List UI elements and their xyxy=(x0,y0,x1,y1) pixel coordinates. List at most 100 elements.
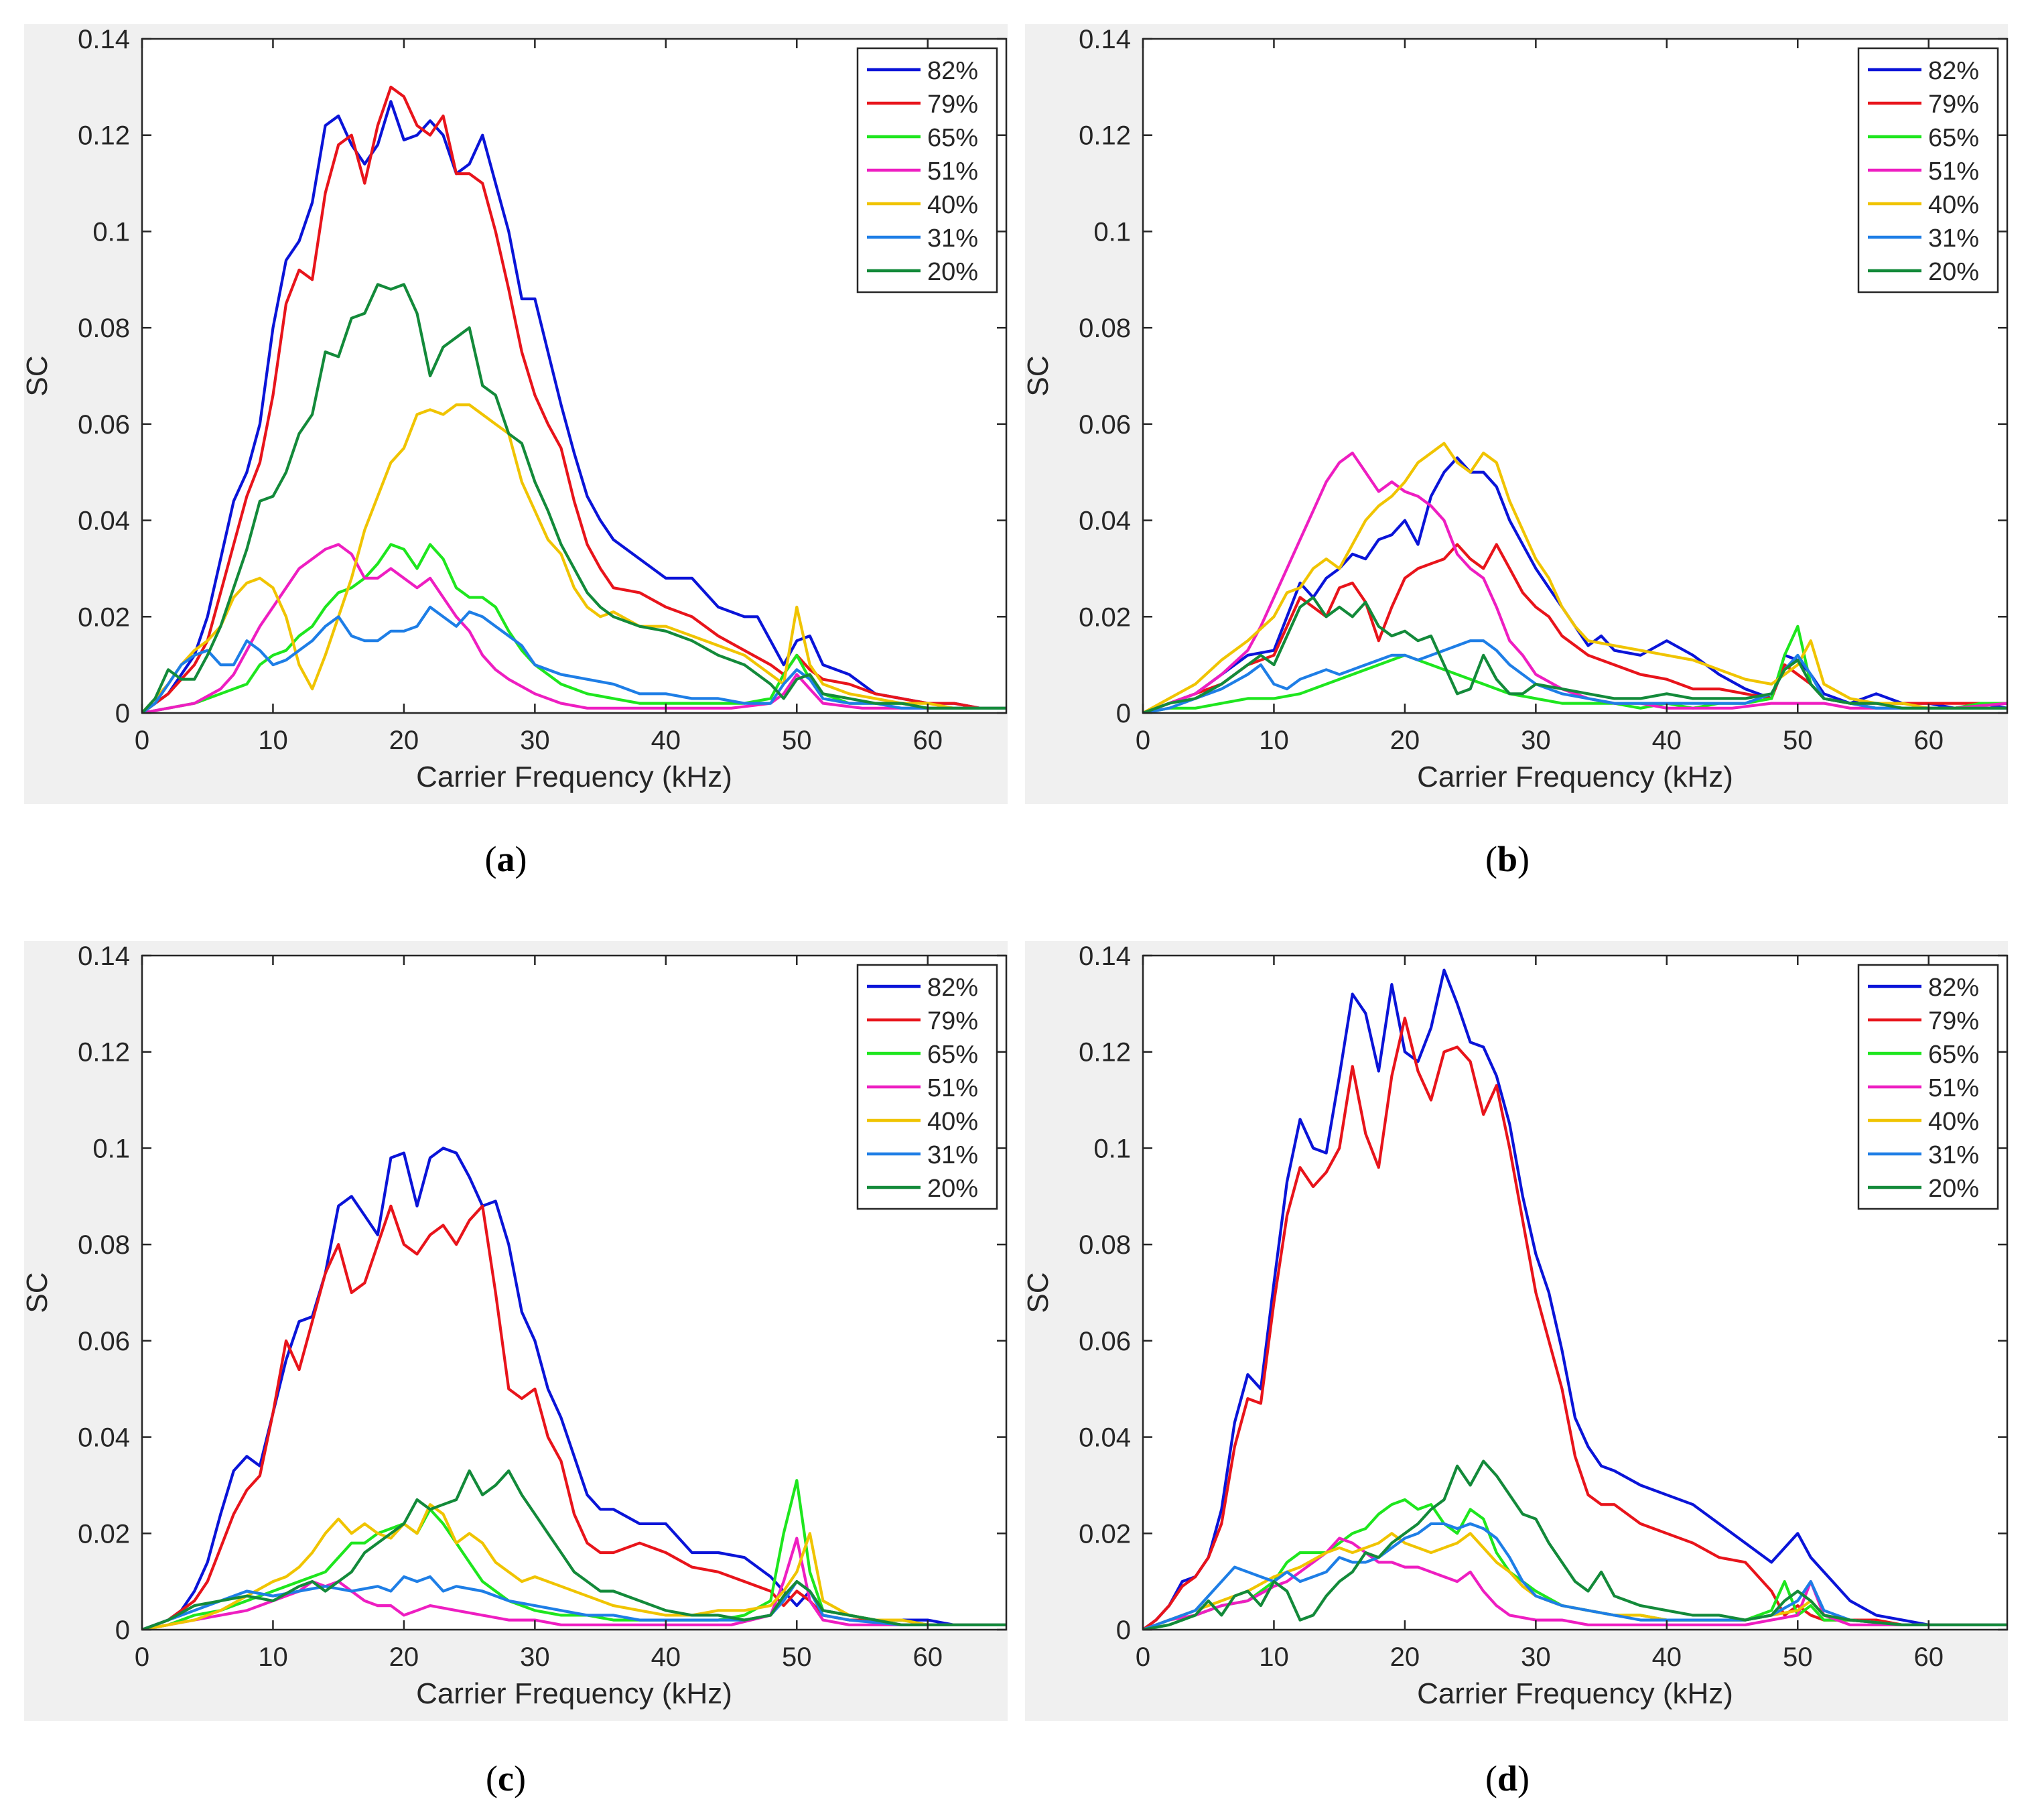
y-axis-label: SC xyxy=(1022,355,1055,396)
series-line-20pct xyxy=(1143,1459,2007,1630)
chart-panel-a: 0 10 20 30 40 50 60 0 0.02 0.04 0.06 0.08 0.1 0.12 0.1… xyxy=(21,24,1008,879)
legend-entry-label: 79% xyxy=(1928,90,1979,119)
legend-entry-label: 40% xyxy=(927,191,978,219)
legend-entry-label: 51% xyxy=(1928,1074,1979,1102)
x-tick-label: 30 xyxy=(520,726,550,755)
legend-entry-label: 40% xyxy=(1928,1108,1979,1136)
axes-box xyxy=(1142,954,2009,1631)
x-tick-label: 0 xyxy=(1136,1642,1150,1672)
y-tick-label: 0.08 xyxy=(1079,1230,1131,1260)
panel-caption: (d) xyxy=(1485,1758,1530,1799)
series-line-79pct xyxy=(142,85,1006,713)
y-tick-label: 0.08 xyxy=(78,1230,130,1260)
x-tick-label: 50 xyxy=(1783,1642,1813,1672)
legend: 82% 79% 65% 51% 40% 31% 20% xyxy=(1857,964,1999,1210)
legend-entry-label: 20% xyxy=(1928,258,1979,286)
panels-root: 0 10 20 30 40 50 60 0 0.02 0.04 0.06 0.08 0.1 0.12 0.1… xyxy=(21,24,2009,1799)
y-tick-label: 0.02 xyxy=(1079,1519,1131,1549)
x-tick-label: 40 xyxy=(651,1642,681,1672)
x-tick-label: 30 xyxy=(1521,726,1551,755)
x-tick-label: 20 xyxy=(1390,726,1420,755)
legend: 82% 79% 65% 51% 40% 31% 20% xyxy=(1857,47,1999,294)
series-group xyxy=(142,1147,1006,1630)
legend: 82% 79% 65% 51% 40% 31% 20% xyxy=(856,47,998,294)
y-tick-label: 0.04 xyxy=(78,1423,130,1453)
y-tick-label: 0.14 xyxy=(1079,25,1131,54)
legend-entry-label: 82% xyxy=(1928,974,1979,1002)
series-line-82pct xyxy=(1143,968,2007,1630)
y-tick-label: 0.04 xyxy=(78,507,130,536)
series-group xyxy=(142,85,1006,713)
axes-box xyxy=(1142,38,2009,714)
series-line-40pct xyxy=(1143,1532,2007,1630)
legend-entry-label: 65% xyxy=(927,1041,978,1069)
y-tick-label: 0.02 xyxy=(78,1519,130,1549)
y-tick-label: 0 xyxy=(115,699,130,728)
y-tick-label: 0.12 xyxy=(1079,121,1131,151)
series-line-40pct xyxy=(142,1503,1006,1630)
x-axis-label: Carrier Frequency (kHz) xyxy=(1417,761,1733,793)
chart-panel-d: 0 10 20 30 40 50 60 0 0.02 0.04 0.06 0.08 0.1 0.12 0.1… xyxy=(1022,941,2009,1799)
y-tick-label: 0.14 xyxy=(78,25,130,54)
legend-entry-label: 31% xyxy=(1928,224,1979,253)
y-tick-label: 0.14 xyxy=(78,941,130,971)
y-tick-label: 0.04 xyxy=(1079,1423,1131,1453)
legend-entry-label: 20% xyxy=(927,258,978,286)
series-line-79pct xyxy=(142,1204,1006,1630)
y-tick-label: 0.06 xyxy=(1079,410,1131,440)
legend-entry-label: 40% xyxy=(1928,191,1979,219)
y-tick-label: 0 xyxy=(1116,1616,1131,1645)
y-tick-label: 0.04 xyxy=(1079,507,1131,536)
x-axis-label: Carrier Frequency (kHz) xyxy=(1417,1677,1733,1710)
x-tick-label: 20 xyxy=(1390,1642,1420,1672)
x-tick-label: 10 xyxy=(1259,726,1289,755)
y-tick-label: 0.12 xyxy=(1079,1038,1131,1067)
x-tick-label: 60 xyxy=(912,1642,943,1672)
series-line-79pct xyxy=(1143,1017,2007,1630)
x-tick-label: 40 xyxy=(1652,726,1682,755)
legend-box xyxy=(1857,964,1999,1210)
x-tick-label: 30 xyxy=(520,1642,550,1672)
x-tick-label: 50 xyxy=(1783,726,1813,755)
x-tick-label: 40 xyxy=(651,726,681,755)
x-axis-label: Carrier Frequency (kHz) xyxy=(416,761,732,793)
x-tick-label: 60 xyxy=(912,726,943,755)
y-tick-label: 0.1 xyxy=(92,217,130,247)
series-line-40pct xyxy=(142,403,1006,713)
x-tick-label: 0 xyxy=(1136,726,1150,755)
legend-entry-label: 79% xyxy=(927,1007,978,1035)
chart-panel-b: 0 10 20 30 40 50 60 0 0.02 0.04 0.06 0.08 0.1 0.12 0.1… xyxy=(1022,24,2009,879)
legend-entry-label: 31% xyxy=(927,1141,978,1169)
x-tick-label: 50 xyxy=(782,1642,812,1672)
legend-entry-label: 51% xyxy=(927,1074,978,1102)
series-line-82pct xyxy=(142,100,1006,713)
series-line-40pct xyxy=(1143,442,2007,713)
y-tick-label: 0.14 xyxy=(1079,941,1131,971)
x-tick-label: 10 xyxy=(258,1642,288,1672)
chart-panel-c: 0 10 20 30 40 50 60 0 0.02 0.04 0.06 0.08 0.1 0.12 0.1… xyxy=(21,941,1008,1799)
y-tick-label: 0.12 xyxy=(78,121,130,151)
legend-entry-label: 82% xyxy=(1928,57,1979,85)
legend-entry-label: 79% xyxy=(927,90,978,119)
y-axis-label: SC xyxy=(21,355,54,396)
x-tick-label: 10 xyxy=(258,726,288,755)
axes-box xyxy=(141,38,1008,714)
legend-entry-label: 65% xyxy=(927,124,978,152)
series-line-51pct xyxy=(1143,1537,2007,1630)
legend-entry-label: 51% xyxy=(927,157,978,186)
y-tick-label: 0 xyxy=(1116,699,1131,728)
legend-entry-label: 65% xyxy=(1928,124,1979,152)
x-tick-label: 0 xyxy=(135,1642,149,1672)
series-line-20pct xyxy=(142,1469,1006,1630)
panel-caption: (c) xyxy=(486,1758,526,1799)
x-tick-label: 0 xyxy=(135,726,149,755)
y-tick-label: 0.08 xyxy=(1079,314,1131,343)
x-tick-label: 40 xyxy=(1652,1642,1682,1672)
series-line-51pct xyxy=(142,543,1006,713)
legend: 82% 79% 65% 51% 40% 31% 20% xyxy=(856,964,998,1210)
legend-entry-label: 82% xyxy=(927,57,978,85)
legend-entry-label: 20% xyxy=(927,1175,978,1203)
x-tick-label: 10 xyxy=(1259,1642,1289,1672)
y-tick-label: 0.06 xyxy=(78,1327,130,1356)
axes-box xyxy=(141,954,1008,1631)
